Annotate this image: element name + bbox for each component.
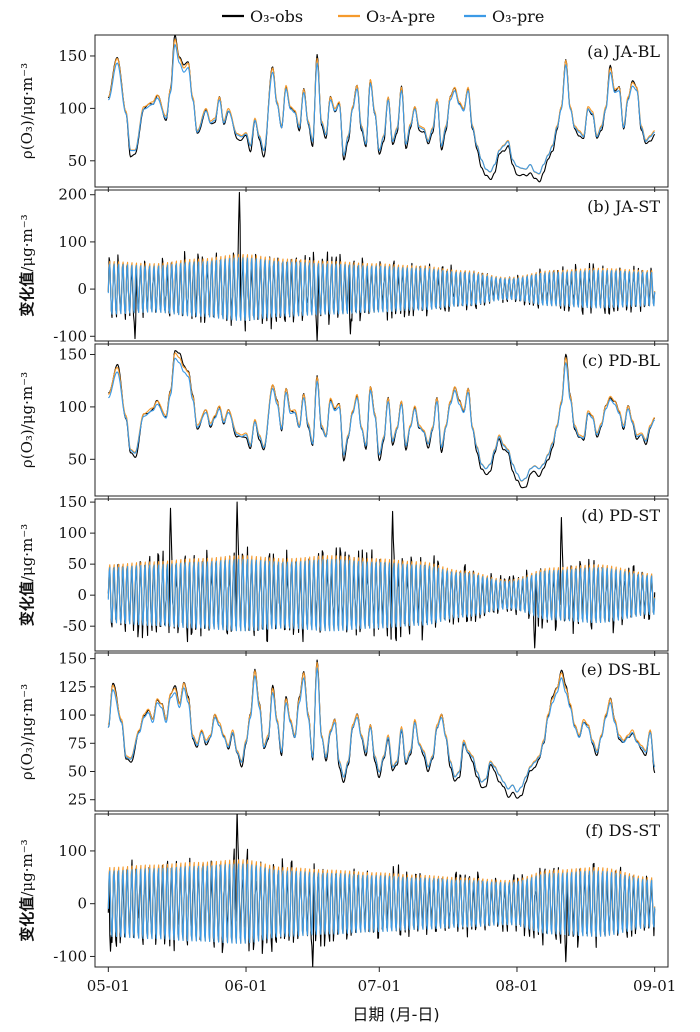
y-tick-label: 150: [58, 493, 87, 511]
x-tick-label: 06-01: [224, 977, 267, 995]
y-tick-label: -100: [53, 327, 87, 345]
legend-entry: O₃-pre: [464, 7, 544, 26]
x-tick-label: 07-01: [358, 977, 401, 995]
series-pre: [107, 863, 656, 944]
x-tick-label: 05-01: [87, 977, 130, 995]
series-obs: [107, 659, 656, 799]
y-tick-label: 100: [58, 842, 87, 860]
y-tick-label: 100: [58, 524, 87, 542]
y-tick-label: 0: [77, 895, 87, 913]
y-axis-label: ρ(O₃)/μg·m⁻³: [18, 372, 36, 468]
panel-label: (c) PD-BL: [582, 351, 661, 370]
y-axis-label: 变化值/μg·m⁻³: [18, 214, 36, 316]
series-pre: [107, 257, 656, 321]
y-tick-label: -100: [53, 947, 87, 965]
x-tick-label: 08-01: [495, 977, 538, 995]
panel-frame: [94, 498, 669, 652]
panel-5: 25 50 75 100 125 150 (e) DS-BL ρ(O₃)/μg·m⁻³: [18, 650, 669, 816]
panel-frame: [94, 189, 669, 342]
panel-label: (a) JA-BL: [587, 42, 660, 61]
legend-label: O₃-A-pre: [366, 7, 435, 26]
panel-4: -50 0 50 100 150 (d) PD-ST 变化值/μg·m⁻³: [18, 493, 669, 656]
panel-frame: [94, 813, 669, 968]
panel-6: -100 0 100 (f) DS-ST 变化值/μg·m⁻³: [18, 813, 669, 972]
y-tick-label: 0: [77, 586, 87, 604]
y-tick-label: 100: [58, 99, 87, 117]
panel-2: -100 0 100 200 (b) JA-ST 变化值/μg·m⁻³: [18, 186, 669, 346]
x-axis: 05-01 06-01 07-01 08-01 09-01: [87, 977, 677, 995]
legend-entry: O₃-A-pre: [338, 7, 435, 26]
panels: 50 100 150 (a) JA-BL ρ(O₃)/μg·m⁻³ -100 0 100 200…: [18, 34, 669, 972]
legend: O₃-obs O₃-A-pre O₃-pre: [222, 7, 544, 26]
y-tick-label: 50: [68, 450, 87, 468]
panel-label: (e) DS-BL: [581, 660, 661, 679]
y-tick-label: 150: [58, 650, 87, 668]
panel-frame: [94, 343, 669, 497]
y-tick-label: 150: [58, 345, 87, 363]
y-axis-label: ρ(O₃)/μg·m⁻³: [18, 63, 36, 159]
y-tick-label: 100: [58, 233, 87, 251]
panel-label: (f) DS-ST: [585, 821, 660, 840]
y-tick-label: 100: [58, 706, 87, 724]
x-axis-title: 日期 (月-日): [352, 1005, 439, 1024]
y-tick-label: -50: [63, 617, 87, 635]
y-axis-label: ρ(O₃)/μg·m⁻³: [18, 684, 36, 780]
legend-label: O₃-obs: [250, 7, 303, 26]
y-tick-label: 50: [68, 555, 87, 573]
panel-label: (b) JA-ST: [587, 197, 660, 216]
panel-frame: [94, 652, 669, 812]
y-tick-label: 50: [68, 152, 87, 170]
series-pre: [107, 667, 656, 793]
y-tick-label: 150: [58, 47, 87, 65]
x-tick-label: 09-01: [633, 977, 676, 995]
y-tick-label: 125: [58, 678, 87, 696]
panel-1: 50 100 150 (a) JA-BL ρ(O₃)/μg·m⁻³: [18, 34, 669, 192]
y-tick-label: 100: [58, 398, 87, 416]
series-obs: [107, 35, 656, 183]
y-tick-label: 25: [68, 791, 87, 809]
panel-frame: [94, 34, 669, 188]
y-axis-label: 变化值/μg·m⁻³: [18, 839, 36, 941]
y-axis-label: 变化值/μg·m⁻³: [18, 524, 36, 626]
panel-3: 50 100 150 (c) PD-BL ρ(O₃)/μg·m⁻³: [18, 343, 669, 501]
series-a-pre: [107, 38, 655, 175]
series-a-pre: [107, 661, 656, 793]
panel-label: (d) PD-ST: [581, 506, 660, 525]
y-tick-label: 75: [68, 734, 87, 752]
series-pre: [107, 43, 655, 175]
legend-label: O₃-pre: [492, 7, 544, 26]
y-tick-label: 50: [68, 763, 87, 781]
y-tick-label: 200: [58, 186, 87, 204]
series-pre: [108, 357, 655, 482]
series-pre: [107, 558, 656, 632]
y-tick-label: 0: [77, 280, 87, 298]
legend-entry: O₃-obs: [222, 7, 303, 26]
